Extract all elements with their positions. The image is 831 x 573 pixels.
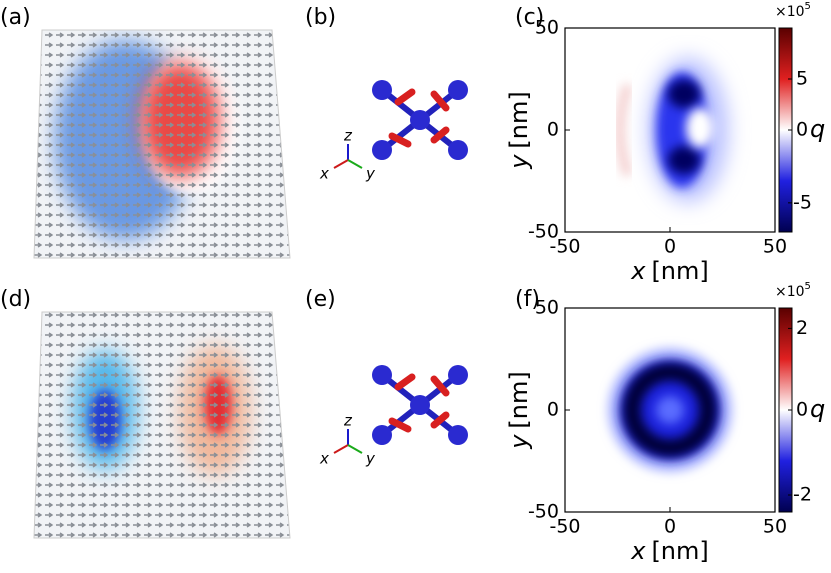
spin-arrow	[394, 373, 416, 391]
panel-label: (d)	[0, 287, 31, 312]
y-axis-var: y	[505, 434, 533, 450]
x-tick-label: 0	[664, 516, 676, 538]
axis-x	[333, 444, 349, 454]
y-tick-label: -50	[528, 501, 559, 523]
molecule-e: z x y	[319, 365, 468, 468]
y-tick-label: 0	[547, 119, 559, 141]
x-axis-label: x [nm]	[630, 257, 709, 285]
x-axis-var: x	[630, 537, 646, 565]
x-axis-unit: [nm]	[651, 537, 708, 565]
x-axis-label: x [nm]	[630, 537, 709, 565]
spin-arrow	[388, 417, 412, 433]
spin-arrow	[394, 88, 416, 106]
axis-x	[333, 159, 349, 169]
spin-texture-a	[33, 29, 291, 259]
colorbar-label: q	[810, 115, 825, 143]
atom	[372, 425, 392, 445]
triad-label: x	[319, 165, 329, 183]
x-tick-label: 50	[763, 236, 787, 258]
y-axis-label: y [nm]	[505, 91, 533, 170]
triad-label: z	[343, 412, 353, 430]
spin-arrow	[388, 132, 412, 148]
multiplier-base: ×10	[775, 4, 805, 20]
multiplier-exp: 5	[805, 281, 811, 292]
atom	[372, 365, 392, 385]
atom	[448, 365, 468, 385]
atom	[410, 110, 430, 130]
y-axis-label: y [nm]	[505, 371, 533, 450]
x-tick-label: 0	[664, 236, 676, 258]
spin-arrow	[430, 90, 450, 112]
y-tick-label: 50	[535, 17, 559, 39]
y-tick-label: 0	[547, 399, 559, 421]
colorbar-multiplier: ×105	[775, 1, 811, 20]
heatmap-f	[565, 308, 775, 512]
panel-label: (a)	[0, 5, 31, 30]
colorbar-label: q	[810, 395, 825, 423]
colorbar-tick-label: -5	[793, 191, 812, 213]
y-axis-var: y	[505, 154, 533, 170]
spin-arrow	[430, 375, 450, 397]
y-tick-label: -50	[528, 221, 559, 243]
panel-label: (c)	[515, 5, 544, 30]
colorbar-tick-label: 0	[796, 119, 808, 141]
colorbar-multiplier: ×105	[775, 281, 811, 300]
multiplier-base: ×10	[775, 284, 805, 300]
x-tick-label: -50	[549, 236, 580, 258]
colorbar-tick-label: -2	[793, 484, 812, 506]
y-axis-unit: [nm]	[505, 371, 533, 428]
colorbar-tick-label: 5	[796, 68, 808, 90]
x-axis-unit: [nm]	[651, 257, 708, 285]
x-axis-var: x	[630, 257, 646, 285]
heatmap-c	[565, 28, 775, 232]
y-tick-label: 50	[535, 297, 559, 319]
y-axis-unit: [nm]	[505, 91, 533, 148]
panel-label: (b)	[305, 5, 336, 30]
panel-label: (e)	[305, 287, 336, 312]
spin-texture-d	[33, 311, 291, 539]
atom	[448, 80, 468, 100]
atom	[372, 140, 392, 160]
triad-label: y	[365, 165, 376, 183]
x-tick-label: -50	[549, 516, 580, 538]
x-tick-label: 50	[763, 516, 787, 538]
panel-label: (f)	[515, 287, 540, 312]
triad-label: z	[343, 127, 353, 145]
colorbar-tick-label: 0	[796, 399, 808, 421]
atom	[448, 140, 468, 160]
axis-y	[347, 159, 363, 169]
colorbar-tick-label: 2	[796, 317, 808, 339]
axis-y	[347, 444, 363, 454]
atom	[372, 80, 392, 100]
atom	[410, 395, 430, 415]
multiplier-exp: 5	[805, 1, 811, 12]
triad-label: y	[365, 450, 376, 468]
spin-arrow	[430, 126, 450, 144]
spin-arrow	[430, 411, 450, 429]
triad-label: x	[319, 450, 329, 468]
atom	[448, 425, 468, 445]
molecule-b: z x y	[319, 80, 468, 183]
